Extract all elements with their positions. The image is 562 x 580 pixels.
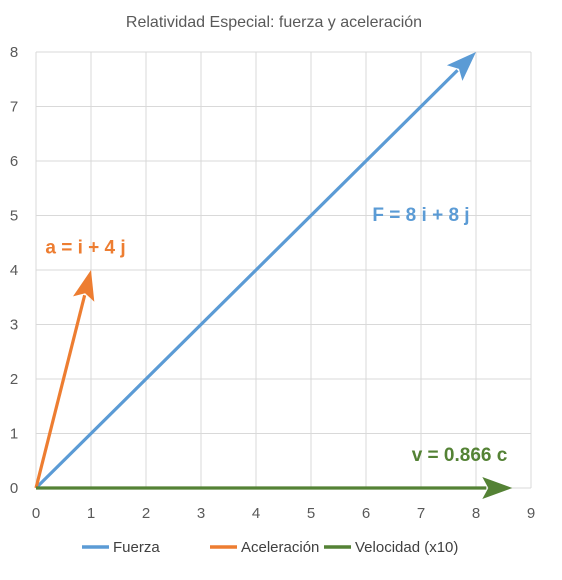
annotation-label: v = 0.866 c [412, 445, 508, 466]
x-tick-label: 3 [197, 505, 205, 522]
series-layer [34, 52, 513, 499]
y-tick-label: 3 [10, 317, 18, 334]
series-arrowhead-1 [73, 270, 95, 302]
x-tick-label: 7 [417, 505, 425, 522]
y-tick-label: 5 [10, 208, 18, 225]
y-tick-label: 7 [10, 99, 18, 116]
legend-label: Velocidad (x10) [355, 539, 458, 556]
annotation-label: F = 8 i + 8 j [372, 205, 469, 226]
x-tick-label: 2 [142, 505, 150, 522]
y-tick-label: 0 [10, 480, 18, 497]
annotation-label: a = i + 4 j [45, 238, 125, 259]
x-tick-label: 6 [362, 505, 370, 522]
tick-labels: 0 1 2 3 4 5 6 7 8 9 0 1 2 3 4 5 6 7 8 [10, 44, 535, 522]
chart-title: Relatividad Especial: fuerza y aceleraci… [126, 14, 422, 31]
x-tick-label: 4 [252, 505, 260, 522]
x-tick-label: 9 [527, 505, 535, 522]
series-arrowhead-2 [482, 477, 513, 499]
legend: Fuerza Aceleración Velocidad (x10) [82, 539, 458, 556]
y-tick-label: 2 [10, 371, 18, 388]
y-tick-label: 6 [10, 153, 18, 170]
series-arrowhead-0 [446, 52, 476, 81]
x-tick-label: 5 [307, 505, 315, 522]
legend-label: Aceleración [241, 539, 319, 556]
series-line-1 [34, 294, 87, 489]
x-tick-label: 0 [32, 505, 40, 522]
y-tick-label: 1 [10, 426, 18, 443]
legend-label: Fuerza [113, 539, 160, 556]
grid [35, 51, 532, 489]
series-line-0 [34, 69, 459, 490]
annotations: F = 8 i + 8 j a = i + 4 j v = 0.866 c [45, 205, 507, 466]
y-tick-label: 8 [10, 44, 18, 61]
x-tick-label: 8 [472, 505, 480, 522]
y-tick-label: 4 [10, 262, 18, 279]
x-tick-label: 1 [87, 505, 95, 522]
